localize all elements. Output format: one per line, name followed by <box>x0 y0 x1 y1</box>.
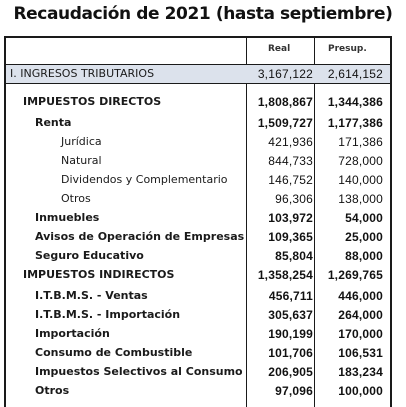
row-value-presup: 106,531 <box>338 346 383 360</box>
row-value-presup: 183,234 <box>338 365 383 379</box>
row-label: Otros <box>61 192 91 205</box>
row-label: I. INGRESOS TRIBUTARIOS <box>10 67 155 80</box>
revenue-table: Real Presup. I. INGRESOS TRIBUTARIOS 3,1… <box>4 36 392 407</box>
row-value-presup: 264,000 <box>338 308 383 322</box>
row-value-presup: 2,614,152 <box>327 67 383 81</box>
column-header-presup: Presup. <box>328 44 367 54</box>
row-value-real: 1,358,254 <box>257 268 313 282</box>
row-value-real: 101,706 <box>268 346 313 360</box>
row-value-real: 190,199 <box>268 327 313 341</box>
row-value-presup: 1,269,765 <box>327 268 383 282</box>
row-value-real: 456,711 <box>268 289 313 303</box>
table-row-ingresos-tributarios: I. INGRESOS TRIBUTARIOS 3,167,122 2,614,… <box>6 64 390 84</box>
row-value-presup: 25,000 <box>345 230 383 244</box>
row-value-presup: 140,000 <box>338 173 383 187</box>
row-value-real: 109,365 <box>268 230 313 244</box>
row-value-presup: 446,000 <box>338 289 383 303</box>
row-label: Importación <box>35 327 110 340</box>
page-title: Recaudación de 2021 (hasta septiembre) <box>13 4 393 24</box>
table-row-seguro-educativo: Seguro Educativo 85,804 88,000 <box>6 247 390 266</box>
row-value-real: 844,733 <box>268 154 313 168</box>
table-row-otros-indirectos: Otros 97,096 100,000 <box>6 382 390 401</box>
table-row-consumo-combustible: Consumo de Combustible 101,706 106,531 <box>6 344 390 363</box>
column-header-real: Real <box>268 44 291 54</box>
table-row-importacion: Importación 190,199 170,000 <box>6 325 390 344</box>
table-row-itbms-ventas: I.T.B.M.S. - Ventas 456,711 446,000 <box>6 287 390 306</box>
table-row-avisos-operacion: Avisos de Operación de Empresas 109,365 … <box>6 228 390 247</box>
row-label: IMPUESTOS DIRECTOS <box>23 95 162 108</box>
row-value-presup: 100,000 <box>338 384 383 398</box>
row-value-presup: 728,000 <box>338 154 383 168</box>
row-value-real: 206,905 <box>268 365 313 379</box>
table-row-renta: Renta 1,509,727 1,177,386 <box>6 114 390 133</box>
table-row-juridica: Jurídica 421,936 171,386 <box>6 133 390 152</box>
row-value-real: 103,972 <box>268 211 313 225</box>
table-row-inmuebles: Inmuebles 103,972 54,000 <box>6 209 390 228</box>
row-label: IMPUESTOS INDIRECTOS <box>23 268 175 281</box>
row-label: Seguro Educativo <box>35 249 144 262</box>
table-row-natural: Natural 844,733 728,000 <box>6 152 390 171</box>
row-label: Impuestos Selectivos al Consumo <box>35 365 243 378</box>
row-label: Jurídica <box>61 135 102 148</box>
table-row-itbms-importacion: I.T.B.M.S. - Importación 305,637 264,000 <box>6 306 390 325</box>
row-value-real: 97,096 <box>275 384 313 398</box>
row-label: Dividendos y Complementario <box>61 173 228 186</box>
row-value-real: 1,808,867 <box>257 95 313 109</box>
table-row-impuestos-directos: IMPUESTOS DIRECTOS 1,808,867 1,344,386 <box>6 93 390 112</box>
row-label: Consumo de Combustible <box>35 346 193 359</box>
row-label: I.T.B.M.S. - Ventas <box>35 289 148 302</box>
row-label: Avisos de Operación de Empresas <box>35 230 245 243</box>
row-value-real: 85,804 <box>275 249 313 263</box>
row-value-real: 421,936 <box>268 135 313 149</box>
row-value-presup: 1,177,386 <box>327 116 383 130</box>
column-divider-real <box>246 38 247 407</box>
table-row-impuestos-selectivos: Impuestos Selectivos al Consumo 206,905 … <box>6 363 390 382</box>
row-label: Natural <box>61 154 102 167</box>
row-value-presup: 171,386 <box>338 135 383 149</box>
row-label: Renta <box>35 116 72 129</box>
row-value-presup: 54,000 <box>345 211 383 225</box>
row-label: Otros <box>35 384 70 397</box>
row-label: Inmuebles <box>35 211 100 224</box>
row-value-presup: 170,000 <box>338 327 383 341</box>
row-value-real: 96,306 <box>275 192 313 206</box>
table-row-dividendos: Dividendos y Complementario 146,752 140,… <box>6 171 390 190</box>
row-value-real: 305,637 <box>268 308 313 322</box>
row-value-presup: 1,344,386 <box>327 95 383 109</box>
row-value-real: 146,752 <box>268 173 313 187</box>
row-value-real: 3,167,122 <box>257 67 313 81</box>
column-divider-presup <box>314 38 315 407</box>
row-label: I.T.B.M.S. - Importación <box>35 308 181 321</box>
row-value-real: 1,509,727 <box>257 116 313 130</box>
row-value-presup: 88,000 <box>345 249 383 263</box>
row-value-presup: 138,000 <box>338 192 383 206</box>
table-row-impuestos-indirectos: IMPUESTOS INDIRECTOS 1,358,254 1,269,765 <box>6 266 390 285</box>
table-row-otros-renta: Otros 96,306 138,000 <box>6 190 390 209</box>
